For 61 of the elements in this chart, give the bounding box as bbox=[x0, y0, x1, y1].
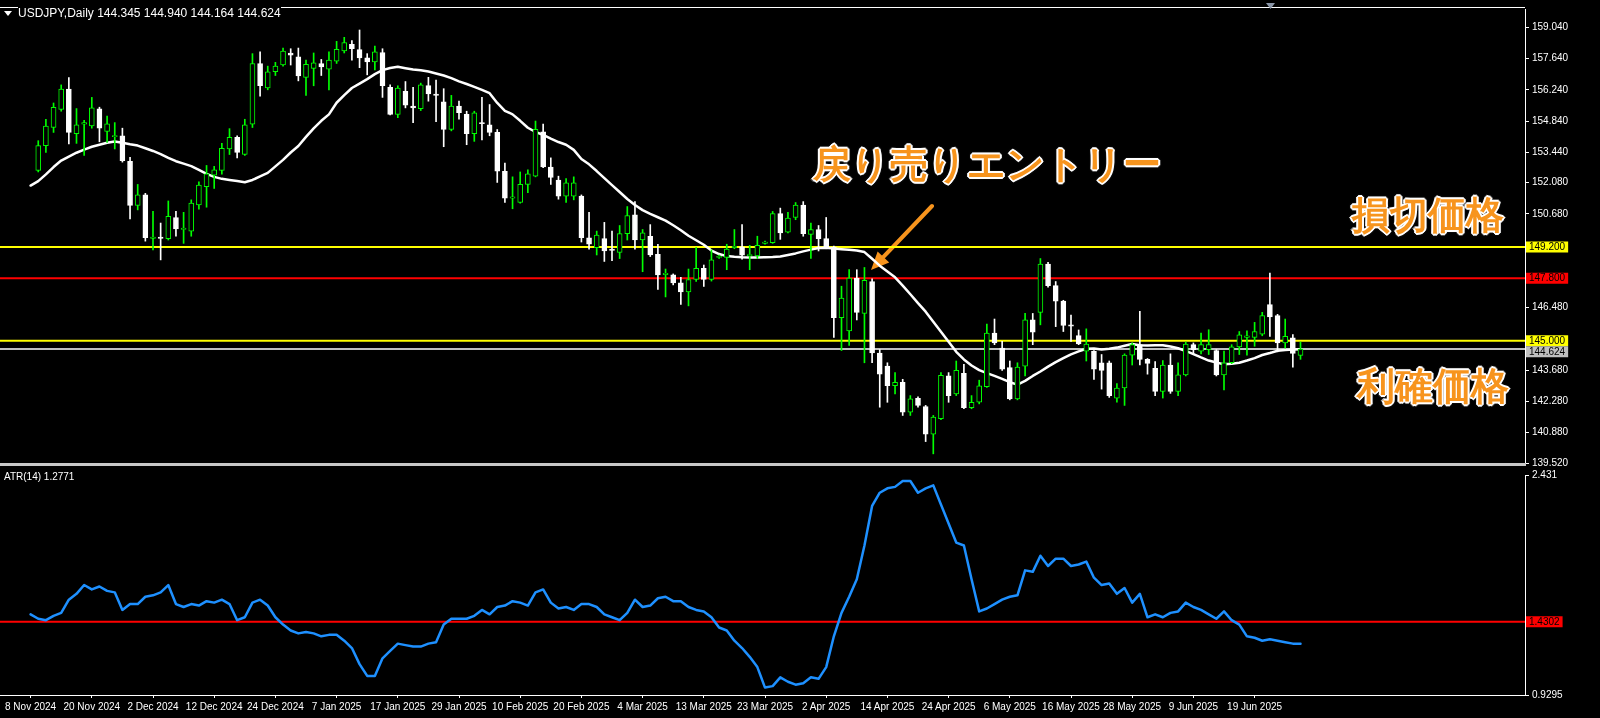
y-tick-label: 139.520 bbox=[1532, 456, 1569, 468]
x-tick-label: 23 Mar 2025 bbox=[736, 700, 794, 712]
candlestick bbox=[318, 59, 325, 76]
x-tick-label: 2 Apr 2025 bbox=[802, 700, 851, 712]
y-tick-label: 154.840 bbox=[1532, 114, 1569, 126]
y-tick-label: 150.680 bbox=[1532, 207, 1569, 219]
ref-line-label: 144.624 bbox=[1529, 345, 1566, 357]
x-tick-label: 8 Nov 2024 bbox=[5, 700, 57, 712]
y-tick-label: 157.640 bbox=[1532, 52, 1569, 64]
ref-line-label: 149.200 bbox=[1529, 241, 1566, 253]
x-tick-label: 24 Dec 2024 bbox=[247, 700, 305, 712]
x-tick-label: 10 Feb 2025 bbox=[492, 700, 549, 712]
y-tick-label: 2.431 bbox=[1532, 468, 1558, 480]
candlestick bbox=[1244, 330, 1250, 356]
x-tick-label: 20 Nov 2024 bbox=[63, 700, 121, 712]
y-tick-label: 153.440 bbox=[1532, 146, 1569, 158]
x-tick-label: 12 Dec 2024 bbox=[185, 700, 243, 712]
x-tick-label: 19 Jun 2025 bbox=[1227, 700, 1283, 712]
y-tick-label: 146.480 bbox=[1532, 301, 1569, 313]
candlestick bbox=[150, 211, 156, 251]
candlestick bbox=[1205, 329, 1212, 355]
x-tick-label: 7 Jan 2025 bbox=[311, 700, 362, 712]
y-tick-label: 159.040 bbox=[1532, 21, 1569, 33]
chart-title: USDJPY,Daily 144.345 144.940 144.164 144.624 bbox=[18, 6, 281, 21]
candlestick bbox=[433, 79, 439, 123]
candlestick bbox=[111, 122, 118, 150]
candlestick bbox=[1267, 272, 1273, 337]
x-tick-label: 13 Mar 2025 bbox=[675, 700, 733, 712]
x-tick-label: 29 Jan 2025 bbox=[431, 700, 487, 712]
candlestick bbox=[1068, 314, 1074, 342]
candlestick bbox=[892, 372, 898, 395]
x-tick-label: 24 Apr 2025 bbox=[921, 700, 977, 712]
candlestick bbox=[81, 120, 87, 156]
x-tick-label: 28 May 2025 bbox=[1103, 700, 1162, 712]
x-tick-label: 17 Jan 2025 bbox=[370, 700, 426, 712]
y-tick-label: 140.880 bbox=[1532, 426, 1569, 438]
ref-line-label: 145.000 bbox=[1529, 334, 1566, 346]
x-tick-label: 14 Apr 2025 bbox=[860, 700, 915, 712]
annotation: 損切価格 bbox=[1352, 192, 1504, 237]
candlestick bbox=[586, 212, 592, 250]
y-tick-label: 156.240 bbox=[1532, 83, 1569, 95]
x-tick-label: 6 May 2025 bbox=[983, 700, 1037, 712]
ref-line-label: 1.4302 bbox=[1529, 615, 1561, 627]
x-tick-label: 16 May 2025 bbox=[1042, 700, 1101, 712]
candlestick bbox=[1282, 318, 1289, 349]
candlestick bbox=[479, 97, 485, 141]
ref-line-label: 147.800 bbox=[1529, 272, 1566, 284]
chart-title: ATR(14) 1.2771 bbox=[4, 470, 75, 483]
y-tick-label: 152.080 bbox=[1532, 176, 1569, 188]
y-tick-label: 142.280 bbox=[1532, 395, 1569, 407]
x-tick-label: 20 Feb 2025 bbox=[553, 700, 610, 712]
y-tick-label: 0.9295 bbox=[1532, 688, 1564, 700]
candlestick bbox=[808, 222, 814, 259]
candlestick bbox=[746, 245, 753, 271]
x-tick-label: 4 Mar 2025 bbox=[617, 700, 669, 712]
x-tick-label: 2 Dec 2024 bbox=[127, 700, 180, 712]
candlestick bbox=[287, 48, 294, 66]
annotation: 戻り売りエントリー bbox=[813, 142, 1161, 186]
y-tick-label: 143.680 bbox=[1532, 363, 1569, 375]
annotation: 利確価格 bbox=[1357, 363, 1509, 408]
x-tick-label: 9 Jun 2025 bbox=[1168, 700, 1219, 712]
